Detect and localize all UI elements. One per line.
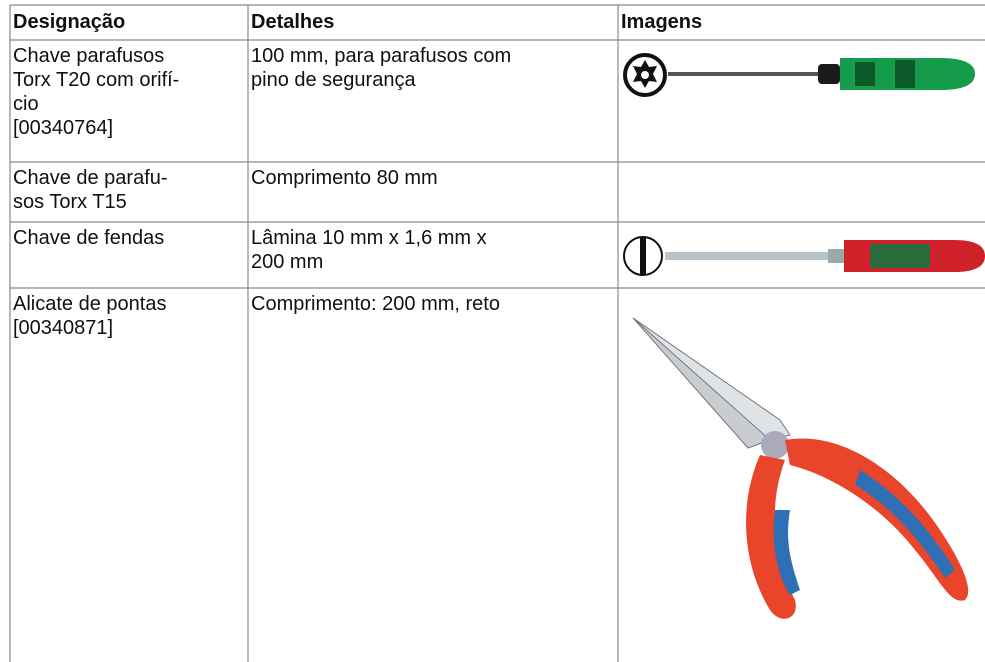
cell-text: [00340871] [13,317,114,339]
torx-screwdriver-image [623,53,975,97]
cell-text: Chave parafusos [13,45,165,67]
cell-text: Chave de parafu- [13,167,168,189]
cell-text: Comprimento: 200 mm, reto [251,293,500,315]
pliers-image [632,317,969,619]
cell-text: sos Torx T15 [13,191,127,213]
header-cell: Detalhes [251,11,335,33]
cell-text: Alicate de pontas [13,293,167,315]
grid-lines [9,4,985,662]
cell-text: [00340764] [13,117,114,139]
cell-text: 100 mm, para parafusos com [251,45,512,67]
cell-text: Comprimento 80 mm [251,167,438,189]
cell-text: Lâmina 10 mm x 1,6 mm x [251,227,487,249]
header-cell: Designação [13,11,126,33]
cell-text: pino de segurança [251,69,416,91]
slotted-screwdriver-image [623,236,985,276]
header-cell: Imagens [621,11,703,33]
cell-text: Chave de fendas [13,227,165,249]
cell-text: 200 mm [251,251,324,273]
cell-text: cio [13,93,39,115]
cell-text: Torx T20 com orifí- [13,69,180,91]
